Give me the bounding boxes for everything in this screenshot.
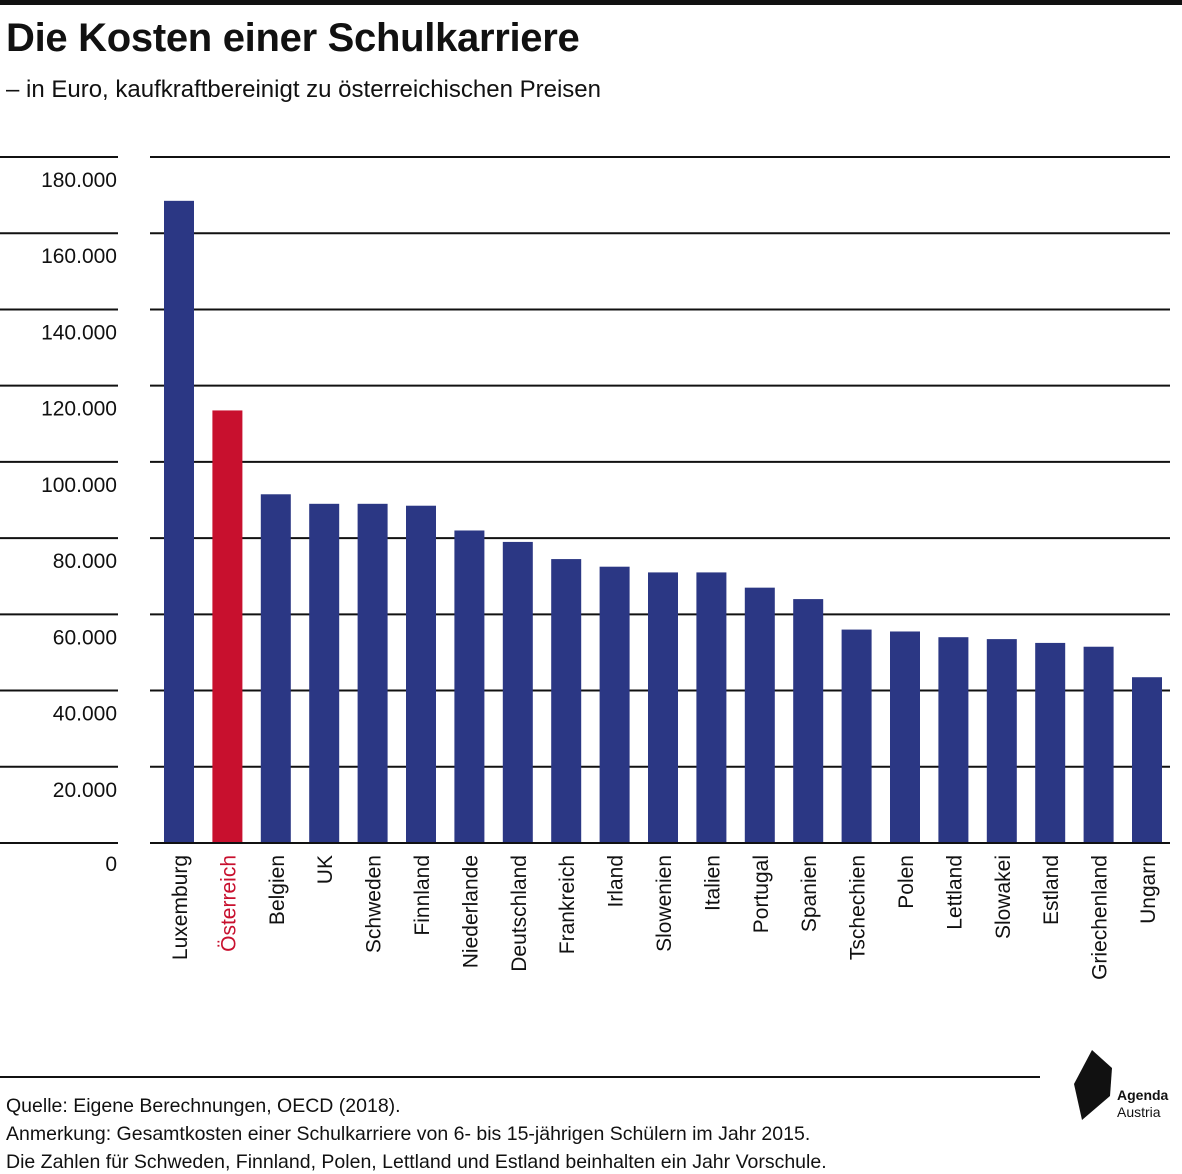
logo-text-agenda: Agenda [1117,1087,1169,1103]
x-tick-label: Slowakei [992,855,1015,939]
x-tick-label: Luxemburg [169,855,192,960]
bar-2 [260,494,291,843]
chart-title: Die Kosten einer Schulkarriere [6,16,580,60]
bar-15 [890,631,920,843]
bar-17 [986,639,1017,843]
bar-8 [551,559,582,843]
y-tick-label: 180.000 [41,169,117,192]
bar-12 [744,587,775,843]
x-tick-label: Irland [605,855,628,908]
x-tick-label: Griechenland [1089,855,1112,980]
footer-rule [0,1076,1040,1078]
x-tick-label: Deutschland [508,855,531,972]
x-tick-label: Schweden [363,855,386,953]
x-tick-label: Österreich [217,855,240,952]
y-tick-label: 160.000 [41,245,117,268]
bar-4 [357,503,388,843]
x-tick-label: Polen [895,855,918,909]
x-tick-label: Tschechien [847,855,870,960]
bar-19 [1083,646,1114,843]
y-tick-label: 20.000 [53,779,117,802]
x-tick-label: Portugal [750,855,773,933]
bar-14 [841,629,872,843]
bar-10 [648,572,678,843]
y-tick-label: 60.000 [53,626,117,649]
y-tick-label: 100.000 [41,474,117,497]
annotation-note-1: Anmerkung: Gesamtkosten einer Schulkarri… [6,1123,811,1145]
bar-5 [406,505,436,843]
bar-9 [599,566,630,843]
logo-text-austria: Austria [1117,1104,1161,1120]
bar-16 [938,637,969,843]
y-tick-label: 140.000 [41,321,117,344]
y-tick-label: 0 [105,853,117,876]
agenda-austria-logo-icon [1074,1050,1112,1120]
bar-7 [502,541,533,843]
bar-0 [164,200,194,844]
bar-6 [454,530,485,843]
bar-13 [793,599,824,843]
x-tick-label: Frankreich [556,855,579,954]
bar-3 [309,503,340,843]
chart-subtitle: – in Euro, kaufkraftbereinigt zu österre… [6,76,601,103]
y-tick-label: 40.000 [53,703,117,726]
bar-20 [1132,677,1162,843]
x-tick-label: UK [314,855,337,884]
x-tick-label: Niederlande [459,855,482,968]
bar-18 [1035,642,1066,843]
x-tick-label: Belgien [266,855,289,925]
top-rule [0,0,1182,5]
x-tick-label: Slowenien [653,855,676,952]
y-tick-label: 120.000 [41,398,117,421]
x-tick-label: Estland [1040,855,1063,925]
x-tick-label: Ungarn [1137,855,1160,924]
x-tick-label: Finnland [411,855,434,936]
x-tick-label: Italien [701,855,724,911]
x-tick-label: Spanien [798,855,821,932]
bar-11 [696,572,727,843]
source-note: Quelle: Eigene Berechnungen, OECD (2018)… [6,1095,401,1117]
bar-1 [212,410,243,843]
annotation-note-2: Die Zahlen für Schweden, Finnland, Polen… [6,1151,827,1173]
y-tick-label: 80.000 [53,550,117,573]
x-tick-label: Lettland [943,855,966,930]
bar-chart: 0 20.000 40.000 60.000 80.000 100.000 120.000 1… [0,156,1170,980]
